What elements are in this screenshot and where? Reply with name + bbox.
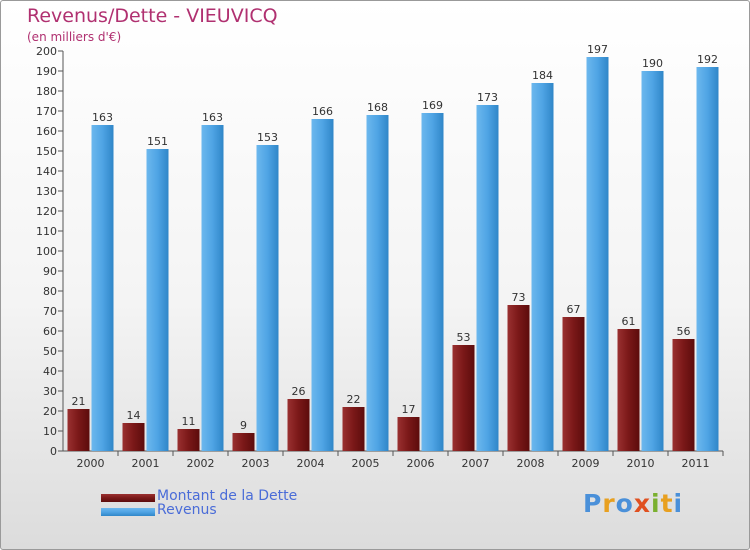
y-tick-label: 20 (43, 405, 57, 418)
data-label-debt: 61 (622, 315, 636, 328)
bar-debt (397, 417, 420, 451)
x-tick-label: 2010 (627, 457, 655, 470)
y-tick-label: 150 (36, 145, 57, 158)
y-tick-label: 10 (43, 425, 57, 438)
y-tick-label: 130 (36, 185, 57, 198)
x-tick-label: 2001 (132, 457, 160, 470)
data-label-debt: 14 (127, 409, 141, 422)
data-label-revenue: 197 (587, 43, 608, 56)
data-label-revenue: 190 (642, 57, 663, 70)
bar-revenue (531, 83, 554, 451)
y-tick-label: 30 (43, 385, 57, 398)
y-tick-label: 0 (50, 445, 57, 458)
y-tick-label: 110 (36, 225, 57, 238)
bar-revenue (476, 105, 499, 451)
data-label-debt: 11 (182, 415, 196, 428)
logo-letter: i (673, 489, 684, 518)
logo-letter: t (660, 489, 674, 518)
data-label-revenue: 151 (147, 135, 168, 148)
bar-debt (287, 399, 310, 451)
y-tick-label: 80 (43, 285, 57, 298)
x-tick-label: 2005 (352, 457, 380, 470)
logo-letter: o (615, 489, 634, 518)
bar-revenue (256, 145, 279, 451)
data-label-debt: 73 (512, 291, 526, 304)
bar-debt (617, 329, 640, 451)
legend-label-revenue: Revenus (157, 502, 217, 518)
legend-swatch-revenue (101, 508, 155, 516)
data-label-debt: 53 (457, 331, 471, 344)
x-tick-label: 2003 (242, 457, 270, 470)
bar-debt (232, 433, 255, 451)
legend-label-debt: Montant de la Dette (157, 488, 298, 504)
bar-revenue (366, 115, 389, 451)
x-tick-label: 2007 (462, 457, 490, 470)
data-label-revenue: 163 (202, 111, 223, 124)
chart-subtitle: (en milliers d'€) (27, 30, 122, 44)
y-tick-label: 40 (43, 365, 57, 378)
bar-revenue (91, 125, 114, 451)
data-label-revenue: 153 (257, 131, 278, 144)
x-tick-label: 2004 (297, 457, 325, 470)
logo-letter: r (602, 489, 616, 518)
data-label-debt: 56 (677, 325, 691, 338)
y-tick-label: 50 (43, 345, 57, 358)
data-label-debt: 9 (240, 419, 247, 432)
bar-debt (122, 423, 145, 451)
bar-debt (562, 317, 585, 451)
bar-debt (67, 409, 90, 451)
y-tick-label: 190 (36, 65, 57, 78)
logo-letter: x (633, 489, 651, 518)
chart-title: Revenus/Dette - VIEUVICQ (27, 5, 278, 27)
bar-debt (507, 305, 530, 451)
data-label-debt: 21 (72, 395, 86, 408)
y-tick-label: 140 (36, 165, 57, 178)
bar-debt (342, 407, 365, 451)
proxiti-logo: Proxiti (583, 489, 683, 518)
y-tick-label: 70 (43, 305, 57, 318)
y-tick-label: 100 (36, 245, 57, 258)
bar-revenue (201, 125, 224, 451)
data-label-revenue: 166 (312, 105, 333, 118)
x-tick-label: 2009 (572, 457, 600, 470)
logo-letter: i (651, 489, 661, 518)
data-label-revenue: 192 (697, 53, 718, 66)
x-tick-label: 2006 (407, 457, 435, 470)
bar-debt (452, 345, 475, 451)
x-tick-label: 2000 (77, 457, 105, 470)
bar-debt (177, 429, 200, 451)
bar-revenue (146, 149, 169, 451)
data-label-revenue: 173 (477, 91, 498, 104)
bar-revenue (641, 71, 664, 451)
logo-letter: P (583, 489, 603, 518)
legend-swatch-debt (101, 494, 155, 502)
y-tick-label: 180 (36, 85, 57, 98)
y-tick-label: 90 (43, 265, 57, 278)
x-tick-label: 2008 (517, 457, 545, 470)
y-tick-label: 120 (36, 205, 57, 218)
data-label-revenue: 163 (92, 111, 113, 124)
data-label-revenue: 169 (422, 99, 443, 112)
x-tick-label: 2002 (187, 457, 215, 470)
data-label-debt: 22 (347, 393, 361, 406)
y-tick-label: 200 (36, 45, 57, 58)
data-label-debt: 67 (567, 303, 581, 316)
bar-revenue (421, 113, 444, 451)
x-tick-label: 2011 (682, 457, 710, 470)
bar-revenue (696, 67, 719, 451)
y-tick-label: 170 (36, 105, 57, 118)
data-label-revenue: 168 (367, 101, 388, 114)
y-tick-label: 160 (36, 125, 57, 138)
bar-debt (672, 339, 695, 451)
data-label-debt: 26 (292, 385, 306, 398)
data-label-debt: 17 (402, 403, 416, 416)
y-tick-label: 60 (43, 325, 57, 338)
bar-revenue (311, 119, 334, 451)
bar-revenue (586, 57, 609, 451)
data-label-revenue: 184 (532, 69, 553, 82)
